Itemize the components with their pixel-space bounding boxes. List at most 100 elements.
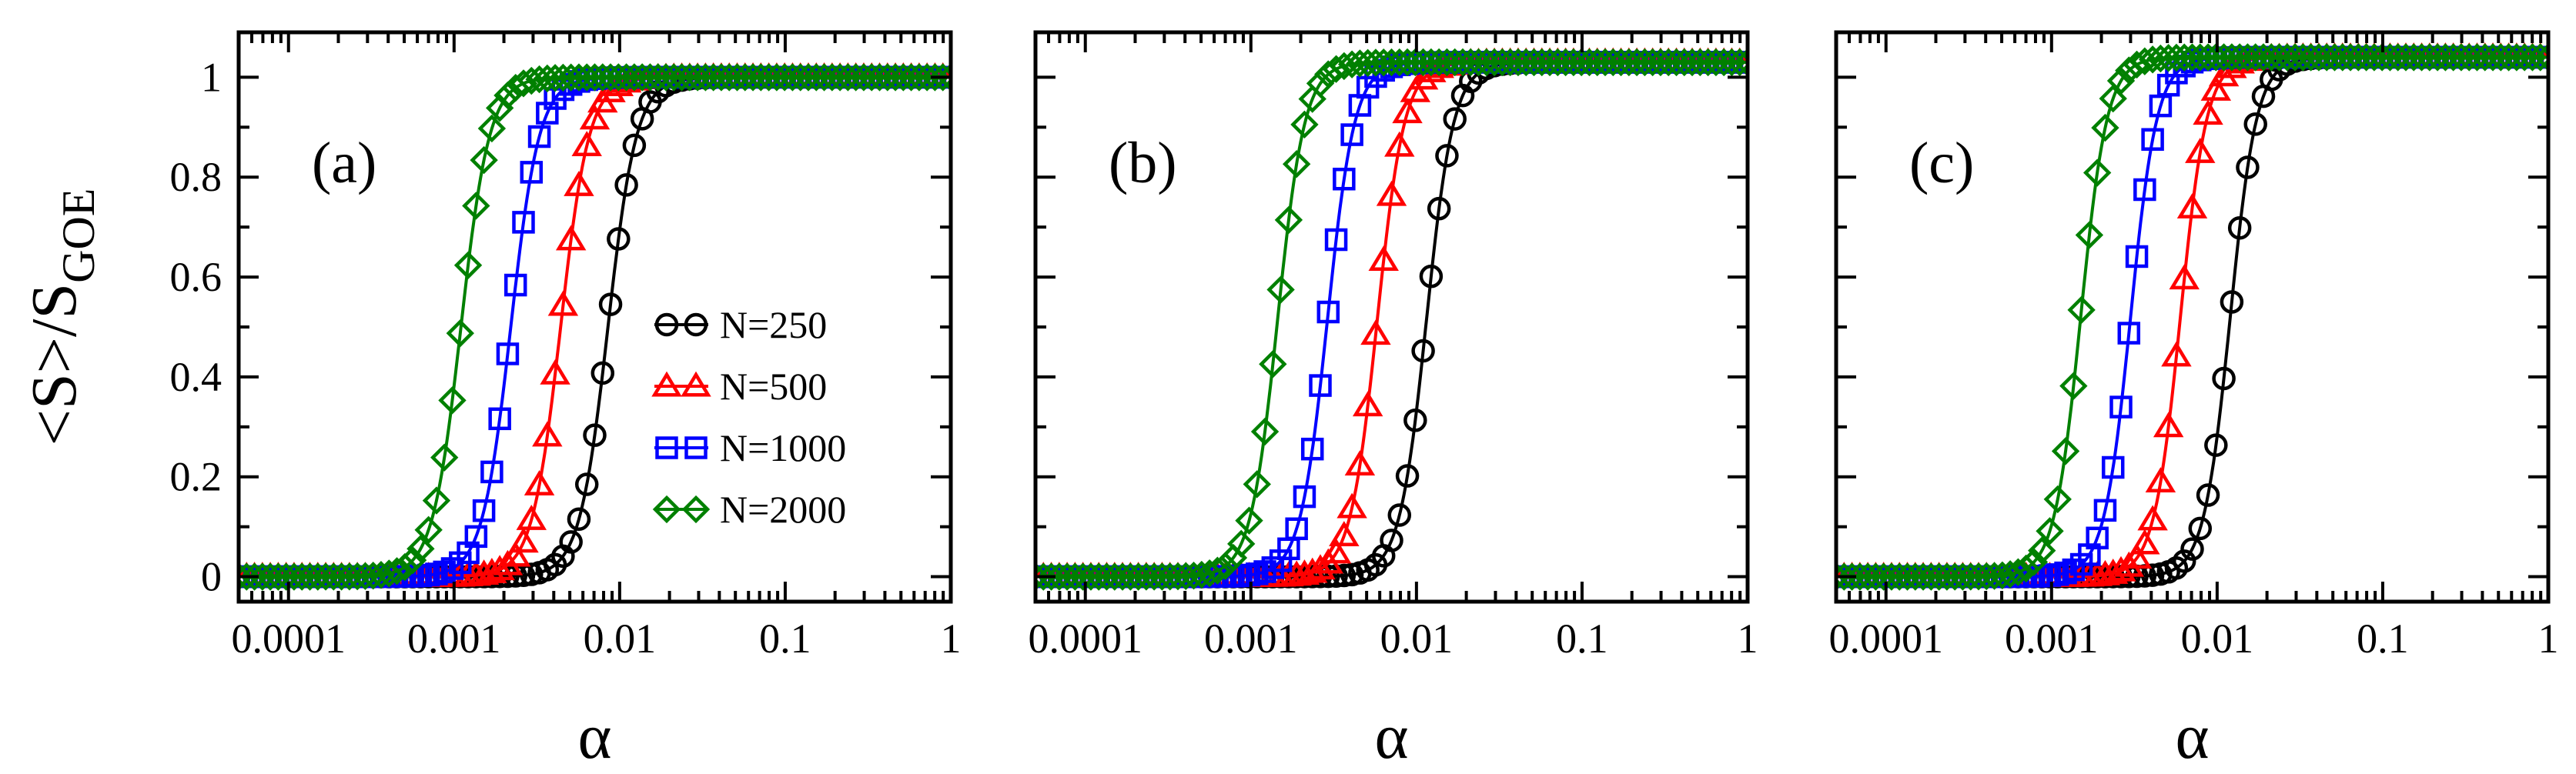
data-point bbox=[488, 407, 511, 431]
legend-marker bbox=[684, 312, 708, 337]
data-point bbox=[2180, 537, 2204, 561]
y-tick-label: 0.4 bbox=[170, 354, 222, 400]
data-point bbox=[1211, 552, 1239, 580]
data-point bbox=[1259, 350, 1287, 379]
data-point bbox=[1329, 521, 1360, 546]
legend-marker bbox=[651, 371, 682, 397]
data-point bbox=[590, 361, 615, 385]
data-point bbox=[430, 443, 459, 472]
series-line bbox=[239, 75, 951, 579]
data-point bbox=[1443, 107, 1467, 131]
x-tick-label: 0.001 bbox=[2005, 616, 2099, 662]
panel-b: 0.0001 0.001 0.01 0.1 1 α (b) bbox=[1028, 30, 1758, 772]
data-point bbox=[1300, 437, 1324, 461]
data-point bbox=[2099, 84, 2127, 113]
data-point bbox=[2196, 483, 2220, 507]
x-tick-label: 0.01 bbox=[1380, 616, 1454, 662]
legend-marker bbox=[655, 436, 678, 459]
data-point bbox=[1419, 264, 1444, 289]
data-point bbox=[598, 292, 623, 316]
data-series bbox=[1836, 42, 2548, 591]
data-point bbox=[1309, 374, 1332, 397]
data-point bbox=[398, 545, 427, 575]
data-point bbox=[2204, 433, 2228, 457]
legend-marker bbox=[681, 371, 711, 397]
data-point bbox=[2109, 395, 2133, 419]
panel-label: (b) bbox=[1109, 131, 1177, 195]
data-point bbox=[2243, 112, 2267, 136]
data-point bbox=[2153, 412, 2184, 438]
y-tick-label: 1 bbox=[201, 54, 222, 100]
data-point bbox=[1187, 560, 1216, 589]
data-point bbox=[2121, 543, 2153, 569]
x-tick-label: 1 bbox=[2538, 616, 2559, 662]
data-point bbox=[2075, 221, 2104, 249]
data-point bbox=[2101, 455, 2125, 479]
data-point bbox=[564, 170, 594, 196]
data-point bbox=[583, 423, 607, 447]
data-point bbox=[2193, 99, 2223, 125]
data-point bbox=[438, 386, 467, 415]
y-tick-label: 0 bbox=[201, 554, 222, 600]
data-point bbox=[2067, 295, 2096, 324]
data-point bbox=[2185, 137, 2216, 163]
x-axis-title: α bbox=[1374, 701, 1408, 772]
data-point bbox=[1306, 69, 1335, 98]
data-point bbox=[622, 133, 647, 158]
data-point bbox=[2012, 554, 2040, 583]
data-point bbox=[2208, 61, 2240, 87]
data-point bbox=[1395, 464, 1420, 488]
data-point bbox=[1274, 205, 1303, 235]
panel-label: (c) bbox=[1909, 131, 1974, 195]
data-point bbox=[1411, 339, 1435, 363]
data-point bbox=[559, 530, 583, 554]
legend-label: N=250 bbox=[720, 303, 827, 346]
data-point bbox=[2086, 526, 2109, 550]
x-tick-label: 0.0001 bbox=[1828, 616, 1943, 662]
data-point bbox=[366, 560, 396, 589]
data-point bbox=[2019, 548, 2049, 576]
data-point bbox=[512, 211, 535, 234]
data-point bbox=[1988, 561, 2017, 589]
data-point bbox=[1293, 485, 1316, 509]
legend-label: N=500 bbox=[720, 365, 827, 408]
data-point bbox=[462, 192, 490, 220]
data-point bbox=[453, 251, 483, 279]
data-point bbox=[2083, 158, 2112, 187]
data-point bbox=[500, 541, 531, 567]
y-axis-title-text: <S>/SGOE bbox=[18, 188, 104, 446]
data-point bbox=[1400, 76, 1431, 102]
plot-frame bbox=[236, 30, 953, 604]
data-point bbox=[508, 527, 539, 553]
y-axis-title-subscript: GOE bbox=[53, 188, 104, 283]
data-point bbox=[485, 94, 514, 122]
data-point bbox=[555, 225, 587, 251]
panel-label: (a) bbox=[312, 131, 376, 195]
x-tick-label: 0.01 bbox=[2181, 616, 2254, 662]
data-point bbox=[2043, 485, 2072, 514]
data-point bbox=[2137, 505, 2168, 531]
data-point bbox=[422, 486, 451, 515]
data-point bbox=[1322, 55, 1350, 83]
data-point bbox=[1282, 150, 1311, 178]
data-point bbox=[406, 535, 435, 563]
data-point bbox=[2534, 43, 2548, 72]
data-point bbox=[532, 421, 563, 447]
legend-item: N=500 bbox=[651, 365, 827, 408]
data-point bbox=[2172, 549, 2196, 573]
data-point bbox=[574, 472, 599, 496]
data-point bbox=[1203, 556, 1232, 585]
legend: N=250 N=500 N=1000 N=2000 bbox=[651, 303, 846, 531]
data-point bbox=[2106, 66, 2136, 95]
data-point bbox=[1332, 563, 1357, 588]
x-tick-label: 0.1 bbox=[759, 616, 811, 662]
data-point bbox=[1333, 167, 1356, 191]
x-tick-label: 0.1 bbox=[1556, 616, 1608, 662]
data-point bbox=[1250, 417, 1280, 446]
data-point bbox=[390, 552, 420, 582]
x-axis-title: α bbox=[2175, 701, 2209, 772]
x-tick-label: 0.0001 bbox=[1028, 616, 1142, 662]
legend-marker bbox=[654, 312, 679, 337]
data-point bbox=[571, 131, 602, 157]
data-point bbox=[1427, 196, 1451, 221]
